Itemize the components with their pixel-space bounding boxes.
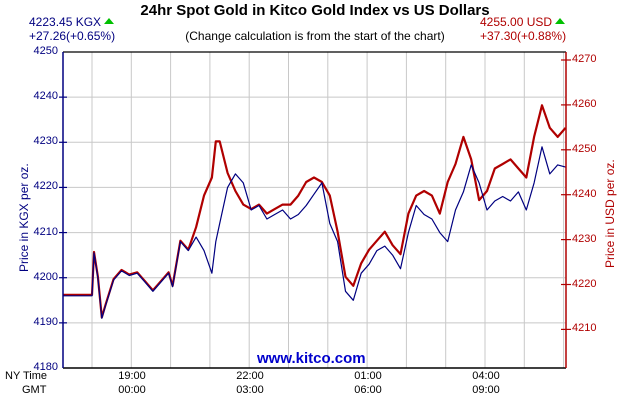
gridlines [63,52,566,368]
right-y-tick-label: 4270 [572,53,597,65]
kitco-watermark-link[interactable]: www.kitco.com [257,350,366,367]
x-axis-gmt-label: GMT [22,384,47,396]
left-y-tick-label: 4220 [33,180,58,193]
kgx-price-line [62,146,566,319]
x-tick-ny: 01:00 [354,370,382,382]
x-tick-gmt: 00:00 [118,384,146,396]
x-axis-ny-time-label: NY Time [5,370,47,382]
x-tick-gmt: 03:00 [236,384,264,396]
kgx-change: +27.26(+0.65%) [29,29,116,43]
x-tick-gmt: 09:00 [472,384,500,396]
up-triangle-icon [104,18,115,24]
x-tick-ny: 04:00 [472,370,500,382]
right-y-tick-label: 4250 [572,142,597,155]
right-y-tick-label: 4240 [572,187,597,200]
usd-change: +37.30(+0.88%) [480,29,567,43]
axis-ticks [59,59,571,330]
left-y-tick-label: 4240 [33,90,58,103]
left-y-tick-label: 4230 [33,135,58,148]
usd-price: 4255.00 USD [480,15,553,29]
x-tick-gmt: 06:00 [354,384,382,396]
kgx-price-readout: 4223.45 KGX [29,15,115,29]
right-y-tick-label: 4210 [572,322,597,335]
left-y-tick-label: 4200 [33,270,58,283]
left-y-tick-label: 4250 [33,45,58,57]
up-triangle-icon [555,18,566,24]
left-y-tick-label: 4210 [33,225,58,238]
right-axis-title: Price in USD per oz. [603,159,617,268]
x-tick-ny: 22:00 [236,370,264,382]
left-axis-title: Price in KGX per oz. [17,163,31,272]
usd-price-line [62,104,567,319]
right-y-tick-label: 4230 [572,232,597,245]
kgx-price: 4223.45 KGX [29,15,102,29]
chart-title: 24hr Spot Gold in Kitco Gold Index vs US… [140,2,490,19]
x-tick-ny: 19:00 [118,370,146,382]
left-y-tick-label: 4190 [33,315,58,328]
right-y-tick-label: 4260 [572,97,597,110]
chart-subtitle: (Change calculation is from the start of… [185,29,445,43]
right-y-tick-label: 4220 [572,277,597,290]
usd-price-readout: 4255.00 USD [480,15,566,29]
left-y-tick-label: 4180 [33,361,58,373]
